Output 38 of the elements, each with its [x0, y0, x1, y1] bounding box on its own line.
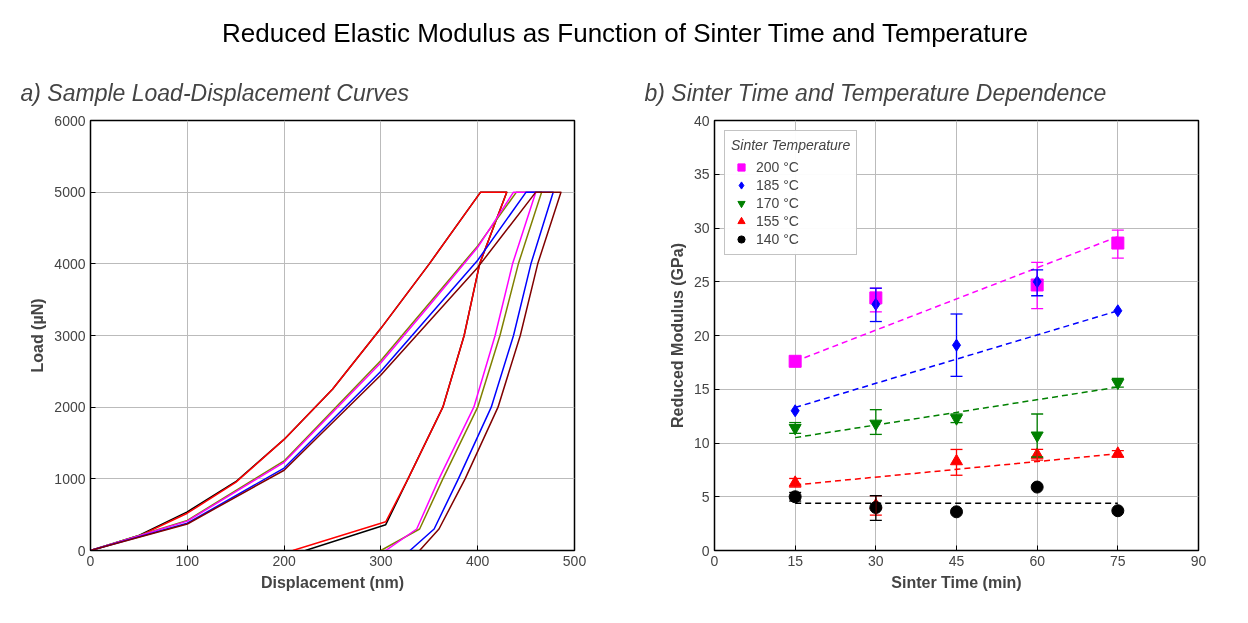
y-axis-title: Load (µN) — [29, 298, 47, 373]
x-axis-title: Displacement (nm) — [260, 573, 405, 591]
x-tick-label: 400 — [466, 552, 490, 569]
y-tick-label: 15 — [693, 381, 710, 398]
y-tick-label: 1000 — [54, 470, 86, 487]
x-tick-label: 90 — [1190, 552, 1207, 569]
y-tick-label: 20 — [693, 327, 710, 344]
y-tick-label: 5 — [701, 488, 710, 505]
x-tick-label: 300 — [369, 552, 393, 569]
x-tick-label: 30 — [868, 552, 884, 569]
x-tick-label: 45 — [948, 552, 965, 569]
x-axis-title: Sinter Time (min) — [891, 573, 1022, 591]
y-tick-label: 2000 — [54, 399, 86, 416]
y-tick-label: 30 — [693, 220, 710, 236]
y-tick-label: 3000 — [54, 327, 86, 344]
legend-label: 185 °C — [756, 177, 799, 193]
y-tick-label: 40 — [693, 112, 710, 129]
y-tick-label: 10 — [693, 435, 710, 451]
x-tick-label: 500 — [562, 552, 587, 569]
x-tick-label: 100 — [175, 552, 200, 569]
y-tick-label: 35 — [693, 166, 710, 183]
y-tick-label: 5000 — [54, 184, 86, 201]
chart-subtitle: a) Sample Load-Displacement Curves — [20, 79, 410, 106]
x-tick-label: 15 — [787, 552, 804, 569]
chart-title: Reduced Elastic Modulus as Function of Sinter Time and Temperature — [222, 17, 1028, 50]
x-tick-label: 60 — [1029, 552, 1046, 569]
y-tick-label: 6000 — [54, 112, 86, 129]
legend-title: Sinter Temperature — [731, 137, 851, 153]
y-tick-label: 4000 — [54, 255, 86, 272]
legend-label: 200 °C — [756, 159, 799, 175]
legend-label: 155 °C — [756, 213, 799, 229]
x-tick-label: 200 — [272, 552, 296, 569]
legend-label: 140 °C — [756, 231, 799, 247]
x-tick-label: 75 — [1110, 552, 1126, 569]
legend-label: 170 °C — [756, 195, 799, 211]
y-tick-label: 25 — [693, 273, 710, 290]
y-axis-title: Reduced Modulus (GPa) — [668, 243, 686, 428]
chart-subtitle: b) Sinter Time and Temperature Dependence — [644, 79, 1107, 106]
